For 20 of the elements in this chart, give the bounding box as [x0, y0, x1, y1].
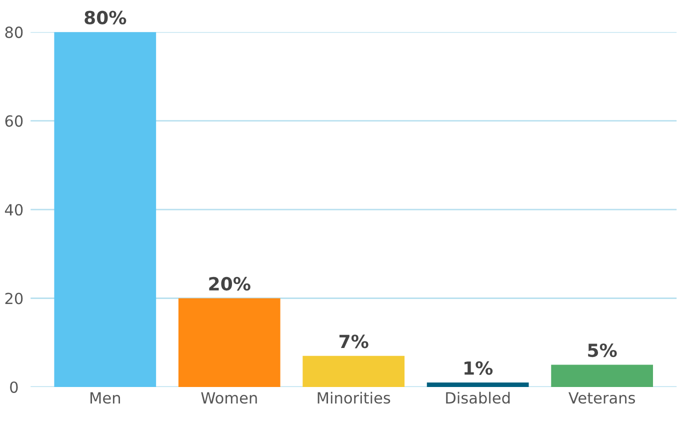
y-tick-label: 20	[5, 292, 23, 304]
data-label: 5%	[588, 343, 617, 358]
x-tick-label: Women	[201, 392, 257, 404]
y-tick-label: 80	[5, 26, 23, 38]
data-label: 1%	[464, 361, 493, 375]
data-label: 80%	[84, 10, 126, 24]
data-label: 7%	[339, 334, 368, 348]
x-tick-label: Minorities	[318, 392, 390, 404]
bar	[302, 356, 405, 387]
bar	[178, 298, 280, 387]
data-label: 20%	[209, 276, 250, 291]
x-tick-label: Men	[90, 392, 120, 404]
x-tick-label: Disabled	[446, 392, 510, 404]
bar	[54, 32, 156, 387]
y-tick-label: 0	[10, 381, 18, 393]
x-tick-label: Veterans	[568, 392, 635, 404]
y-tick-label: 60	[5, 115, 23, 127]
y-tick-label: 40	[4, 204, 23, 216]
bar	[426, 382, 529, 387]
bar	[551, 364, 653, 387]
